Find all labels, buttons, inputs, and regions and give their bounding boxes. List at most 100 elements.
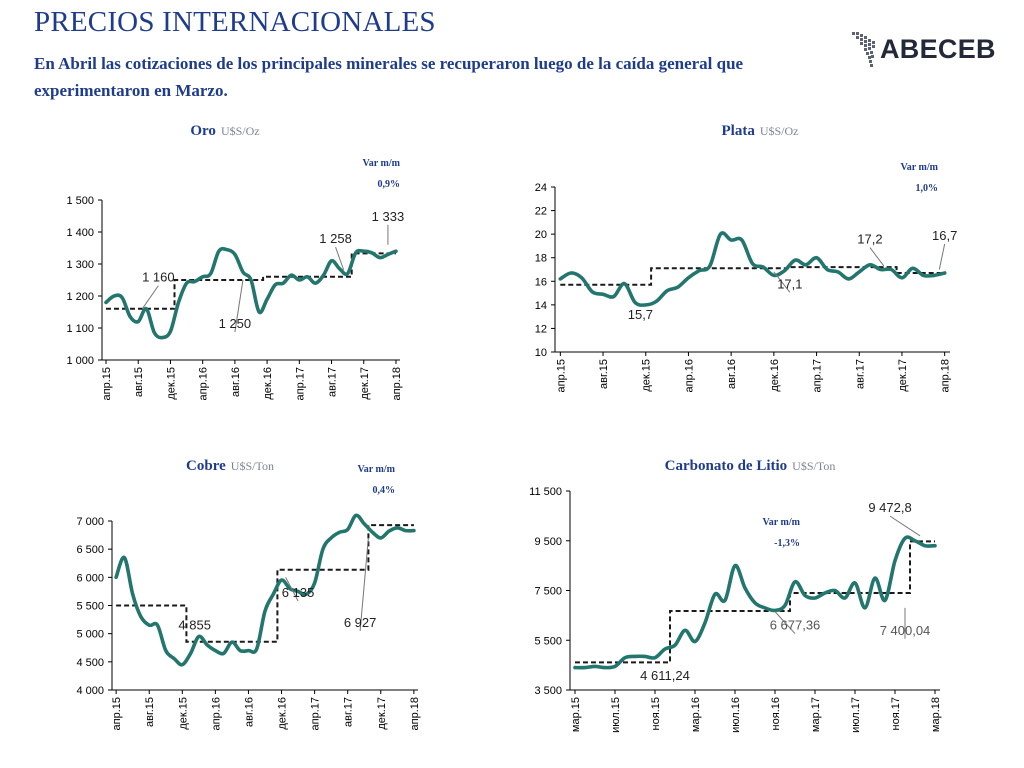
x-tick-label: авг.17 [854, 359, 866, 389]
y-tick-label: 14 [535, 300, 547, 312]
annotation-leader [773, 271, 791, 293]
chart-title: Carbonato de Litio U$S/Ton [665, 458, 836, 474]
chart-title-name: Oro [190, 123, 216, 139]
y-tick-label: 5 500 [534, 635, 562, 647]
x-tick-label: авг.17 [343, 697, 355, 727]
chart-title-name: Carbonato de Litio [665, 458, 788, 474]
chart-oro: Oro U$S/Oz Var m/m 0,9% 1 000 1 100 1 200 1 300… [66, 123, 405, 400]
y-tick-label: 6 000 [76, 572, 104, 584]
annotation-leader [869, 247, 885, 267]
x-tick-label: авг.15 [144, 697, 156, 727]
y-tick-label: 24 [535, 182, 547, 194]
x-tick-label: авг.16 [726, 359, 738, 389]
y-tick-label: 3 500 [534, 685, 562, 697]
annotation-leader [359, 537, 369, 631]
x-tick-label: ноя.16 [770, 697, 782, 730]
annotation-leader [774, 611, 796, 634]
x-tick-label: авг.16 [230, 367, 242, 397]
x-tick-label: дек.15 [165, 367, 177, 400]
y-tick-label: 11 500 [529, 486, 562, 498]
x-tick-label: ноя.15 [650, 697, 662, 730]
chart-unit: U$S/Oz [221, 124, 260, 138]
average-line [575, 540, 935, 664]
y-tick-label: 20 [535, 229, 547, 241]
x-tick-label: дек.16 [769, 359, 781, 392]
x-tick-label: апр.17 [310, 697, 322, 730]
x-tick-label: дек.16 [277, 697, 289, 730]
x-tick-label: дек.15 [177, 697, 189, 730]
annotation-label: 6 677,36 [770, 618, 821, 633]
chart-title: Cobre U$S/Ton [186, 458, 274, 474]
x-tick-label: дек.15 [641, 359, 653, 392]
annotation-label: 17,1 [777, 276, 802, 291]
annotation-leader [234, 279, 244, 333]
annotation-leader [141, 285, 159, 310]
x-tick-label: дек.17 [897, 359, 909, 392]
x-tick-label: дек.17 [359, 367, 371, 400]
y-tick-label: 4 500 [76, 657, 104, 669]
annotation-label: 9 472,8 [868, 500, 911, 515]
annotation-label: 1 160 [142, 270, 175, 285]
price-series-line [114, 513, 416, 667]
x-tick-label: авг.17 [327, 367, 339, 397]
chart-unit: U$S/Ton [792, 459, 835, 473]
y-tick-label: 1 100 [66, 323, 94, 335]
x-tick-label: апр.17 [812, 359, 824, 392]
x-tick-label: апр.16 [683, 359, 695, 392]
x-tick-label: мар.18 [930, 697, 942, 732]
annotation-label: 6 135 [282, 585, 315, 600]
annotation-label: 16,7 [932, 228, 957, 243]
x-tick-label: апр.16 [198, 367, 210, 400]
x-tick-label: июл.16 [730, 697, 742, 733]
var-value: 0,4% [373, 485, 396, 496]
x-tick-label: авг.15 [133, 367, 145, 397]
abeceb-logo: ABECEB [850, 30, 1000, 74]
x-tick-label: дек.17 [376, 697, 388, 730]
y-tick-label: 1 400 [66, 227, 94, 239]
chart-unit: U$S/Oz [760, 124, 799, 138]
x-tick-label: мар.16 [690, 697, 702, 732]
y-tick-label: 5 500 [76, 601, 104, 613]
chart-title: Plata U$S/Oz [722, 123, 799, 139]
price-series-line [573, 535, 937, 670]
page-title: PRECIOS INTERNACIONALES [34, 6, 436, 38]
x-tick-label: ноя.17 [890, 697, 902, 730]
x-tick-label: авг.16 [243, 697, 255, 727]
logo-text: ABECEB [880, 34, 996, 64]
var-value: 0,9% [378, 179, 401, 190]
var-label: Var m/m [763, 517, 801, 528]
var-value: -1,3% [774, 538, 800, 549]
x-tick-label: апр.18 [409, 697, 421, 730]
average-line [116, 524, 414, 643]
var-label: Var m/m [358, 464, 396, 475]
annotation-label: 4 855 [178, 618, 211, 633]
x-tick-label: авг.15 [598, 359, 610, 389]
annotation-leader [335, 247, 345, 270]
annotation-label: 7 400,04 [880, 623, 931, 638]
x-tick-label: апр.17 [294, 367, 306, 400]
annotation-label: 1 333 [372, 209, 405, 224]
y-tick-label: 9 500 [534, 536, 562, 548]
average-line [106, 252, 396, 310]
annotation-label: 15,7 [628, 307, 653, 322]
annotation-leader [285, 577, 299, 602]
chart-plata: Plata U$S/Oz Var m/m 1,0% 10 12 14 16 18 20 22 24 ап… [535, 123, 958, 392]
var-value: 1,0% [916, 183, 939, 194]
x-tick-label: июл.15 [610, 697, 622, 733]
annotation-label: 6 927 [344, 615, 377, 630]
x-tick-label: мар.17 [810, 697, 822, 732]
x-tick-label: мар.15 [570, 697, 582, 732]
annotation-leader [889, 515, 921, 537]
chart-cobre: Cobre U$S/Ton Var m/m 0,4% 4 000 4 500 5 000 5 … [76, 458, 421, 730]
chart-litio: Carbonato de Litio U$S/Ton Var m/m -1,3% 3 5… [529, 458, 942, 733]
y-tick-label: 1 000 [66, 355, 94, 367]
x-tick-label: июл.17 [850, 697, 862, 733]
price-series-line [558, 231, 947, 307]
map-logo-icon [852, 32, 875, 67]
chart-title-name: Plata [722, 123, 756, 139]
y-tick-label: 7 500 [534, 586, 562, 598]
y-tick-label: 5 000 [76, 629, 104, 641]
x-tick-label: апр.15 [101, 367, 113, 400]
x-tick-label: апр.18 [940, 359, 952, 392]
annotation-label: 1 258 [319, 231, 352, 246]
